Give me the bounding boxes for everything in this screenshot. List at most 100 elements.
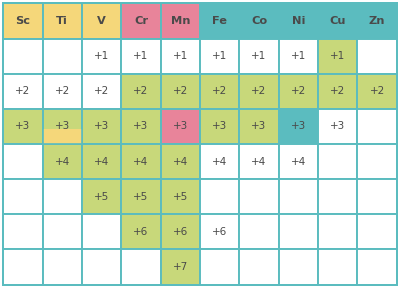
Text: +1: +1 <box>212 51 227 61</box>
Text: +5: +5 <box>94 192 109 202</box>
Bar <box>121 249 161 285</box>
Bar <box>318 214 358 249</box>
Bar <box>358 74 397 109</box>
Bar <box>82 179 121 214</box>
Bar <box>239 39 279 74</box>
Text: +5: +5 <box>173 192 188 202</box>
Bar <box>318 39 358 74</box>
Text: +3: +3 <box>133 122 148 131</box>
Bar <box>200 109 239 144</box>
Bar <box>3 249 42 285</box>
Bar <box>318 144 358 179</box>
Text: +5: +5 <box>133 192 148 202</box>
Text: +2: +2 <box>15 86 30 96</box>
Bar <box>318 179 358 214</box>
Bar <box>121 214 161 249</box>
Text: +4: +4 <box>55 157 70 166</box>
Text: +3: +3 <box>55 122 70 131</box>
Bar <box>42 3 82 39</box>
Bar <box>358 249 397 285</box>
Bar <box>3 74 42 109</box>
Bar <box>121 39 161 74</box>
Text: Sc: Sc <box>15 16 30 26</box>
Bar <box>358 109 397 144</box>
Bar <box>42 39 82 74</box>
Bar <box>82 144 121 179</box>
Bar <box>121 74 161 109</box>
Bar <box>318 3 358 39</box>
Bar <box>161 214 200 249</box>
Bar <box>279 214 318 249</box>
Bar <box>279 39 318 74</box>
Text: +2: +2 <box>94 86 109 96</box>
Bar <box>279 249 318 285</box>
Bar <box>279 3 318 39</box>
Text: +1: +1 <box>173 51 188 61</box>
Bar <box>279 144 318 179</box>
Bar <box>239 144 279 179</box>
Bar <box>200 214 239 249</box>
Text: +3: +3 <box>15 122 30 131</box>
Bar <box>3 179 42 214</box>
Text: +1: +1 <box>94 51 109 61</box>
Bar <box>200 3 239 39</box>
Bar <box>200 39 239 74</box>
Bar <box>318 249 358 285</box>
Bar <box>239 3 279 39</box>
Bar <box>82 214 121 249</box>
Bar <box>239 109 279 144</box>
Bar <box>200 249 239 285</box>
Text: V: V <box>97 16 106 26</box>
Text: +1: +1 <box>291 51 306 61</box>
Bar <box>82 3 121 39</box>
Bar <box>239 74 279 109</box>
Bar <box>161 249 200 285</box>
Text: +6: +6 <box>173 227 188 237</box>
Bar <box>82 39 121 74</box>
Bar <box>161 3 200 39</box>
Bar <box>161 144 200 179</box>
Bar <box>200 179 239 214</box>
Bar <box>161 39 200 74</box>
Bar <box>3 3 42 39</box>
Bar <box>3 144 42 179</box>
Bar <box>358 39 397 74</box>
Bar <box>239 249 279 285</box>
Bar <box>358 144 397 179</box>
Bar <box>42 109 82 144</box>
Text: +4: +4 <box>173 157 188 166</box>
Bar <box>358 3 397 39</box>
Text: +2: +2 <box>173 86 188 96</box>
Bar <box>279 74 318 109</box>
Text: +1: +1 <box>252 51 267 61</box>
Bar <box>121 179 161 214</box>
Text: +3: +3 <box>94 122 109 131</box>
Bar <box>161 109 200 144</box>
Bar <box>279 109 318 144</box>
Text: +3: +3 <box>212 122 227 131</box>
Bar <box>121 109 161 144</box>
Bar <box>121 3 161 39</box>
Bar <box>3 214 42 249</box>
Bar <box>358 214 397 249</box>
Text: +2: +2 <box>291 86 306 96</box>
Text: +4: +4 <box>252 157 267 166</box>
Bar <box>42 249 82 285</box>
Text: +2: +2 <box>252 86 267 96</box>
Bar <box>161 179 200 214</box>
Text: +2: +2 <box>330 86 345 96</box>
Bar <box>121 144 161 179</box>
Bar <box>239 179 279 214</box>
Bar <box>279 179 318 214</box>
Text: Cr: Cr <box>134 16 148 26</box>
Bar <box>161 74 200 109</box>
Bar <box>82 109 121 144</box>
Text: Zn: Zn <box>369 16 385 26</box>
Bar <box>82 74 121 109</box>
Bar <box>279 129 318 144</box>
Text: +3: +3 <box>173 122 188 131</box>
Text: +6: +6 <box>133 227 148 237</box>
Bar <box>3 109 42 144</box>
Bar <box>42 179 82 214</box>
Text: Ti: Ti <box>56 16 68 26</box>
